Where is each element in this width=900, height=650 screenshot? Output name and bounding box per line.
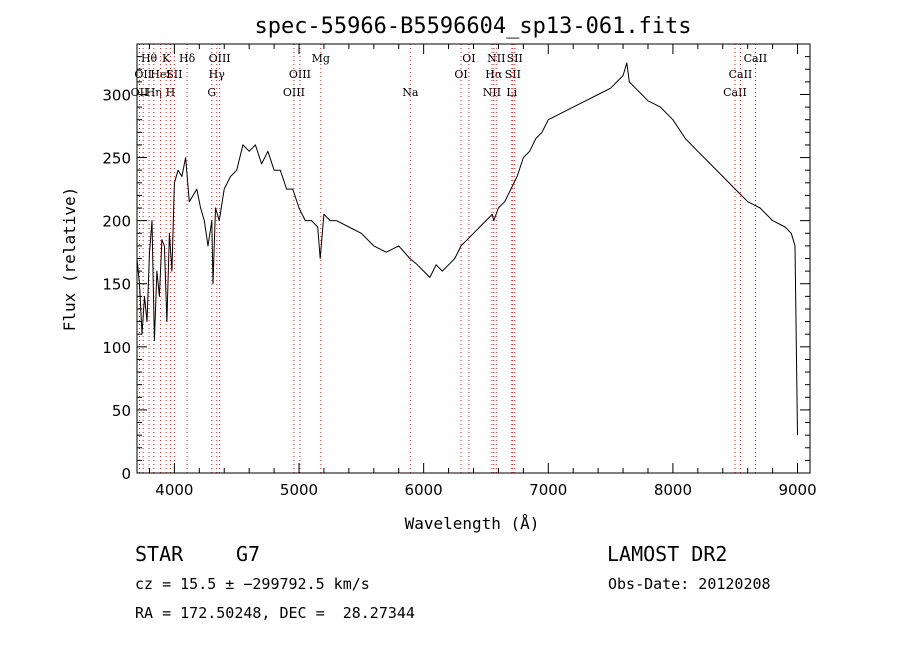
marker-label: CaII [744,52,768,65]
coordinates-text: RA = 172.50248, DEC = 28.27344 [135,604,415,622]
y-tick-label: 100 [102,339,131,357]
marker-label: Hδ [179,52,196,65]
marker-label: OII [134,68,152,81]
marker-label: Hα [485,68,503,81]
x-tick-label: 4000 [155,481,193,499]
marker-label: SII [505,68,521,81]
marker-label: OIII [289,68,311,81]
marker-label: Li [506,86,517,99]
marker-label: OI [454,68,467,81]
x-tick-label: 9000 [778,481,816,499]
marker-label: SII [166,68,182,81]
subclass-label: G7 [236,542,261,566]
marker-label: Hγ [209,68,226,81]
survey-label: LAMOST DR2 [607,542,728,566]
plot-frame [136,43,811,474]
y-tick-label: 300 [102,86,131,104]
marker-label: G [207,86,216,99]
line-markers: OIIOIIHθHηHeIKHSIIHδGHγOIIIOIIIOIIIMgNaO… [131,44,768,473]
spectrum-line-0 [136,62,798,436]
y-axis-label: Flux (relative) [60,187,79,332]
marker-label: CaII [723,86,747,99]
marker-label: SII [507,52,523,65]
class-label: STAR [135,542,184,566]
marker-label: OIII [209,52,231,65]
marker-label: Hη [146,86,162,99]
marker-label: Na [402,86,419,99]
y-tick-label: 200 [102,213,131,231]
marker-label: K [162,52,171,65]
chart-title: spec-55966-B5596604_sp13-061.fits [254,14,691,39]
y-tick-label: 0 [121,465,131,483]
x-tick-label: 7000 [529,481,567,499]
marker-label: NII [487,52,505,65]
marker-label: OIII [283,86,305,99]
series-layer [136,62,798,436]
x-axis-label: Wavelength (Å) [405,514,540,533]
marker-label: NII [483,86,501,99]
marker-label: Mg [312,52,330,65]
axes: 4000 5000 6000 7000 8000 9000 0 50 100 150 200 250 3… [102,43,817,499]
x-tick-label: 5000 [280,481,318,499]
redshift-text: cz = 15.5 ± −299792.5 km/s [135,575,370,593]
marker-label: Hθ [141,52,158,65]
y-tick-label: 50 [112,402,131,420]
y-tick-label: 150 [102,276,131,294]
marker-label: H [166,86,176,99]
x-tick-label: 8000 [654,481,692,499]
obs-date-text: Obs-Date: 20120208 [608,575,771,593]
x-tick-label: 6000 [405,481,443,499]
marker-label: CaII [729,68,753,81]
marker-label: OI [462,52,475,65]
marker-label: HeI [150,68,170,81]
y-tick-label: 250 [102,150,131,168]
marker-label: OII [131,86,149,99]
